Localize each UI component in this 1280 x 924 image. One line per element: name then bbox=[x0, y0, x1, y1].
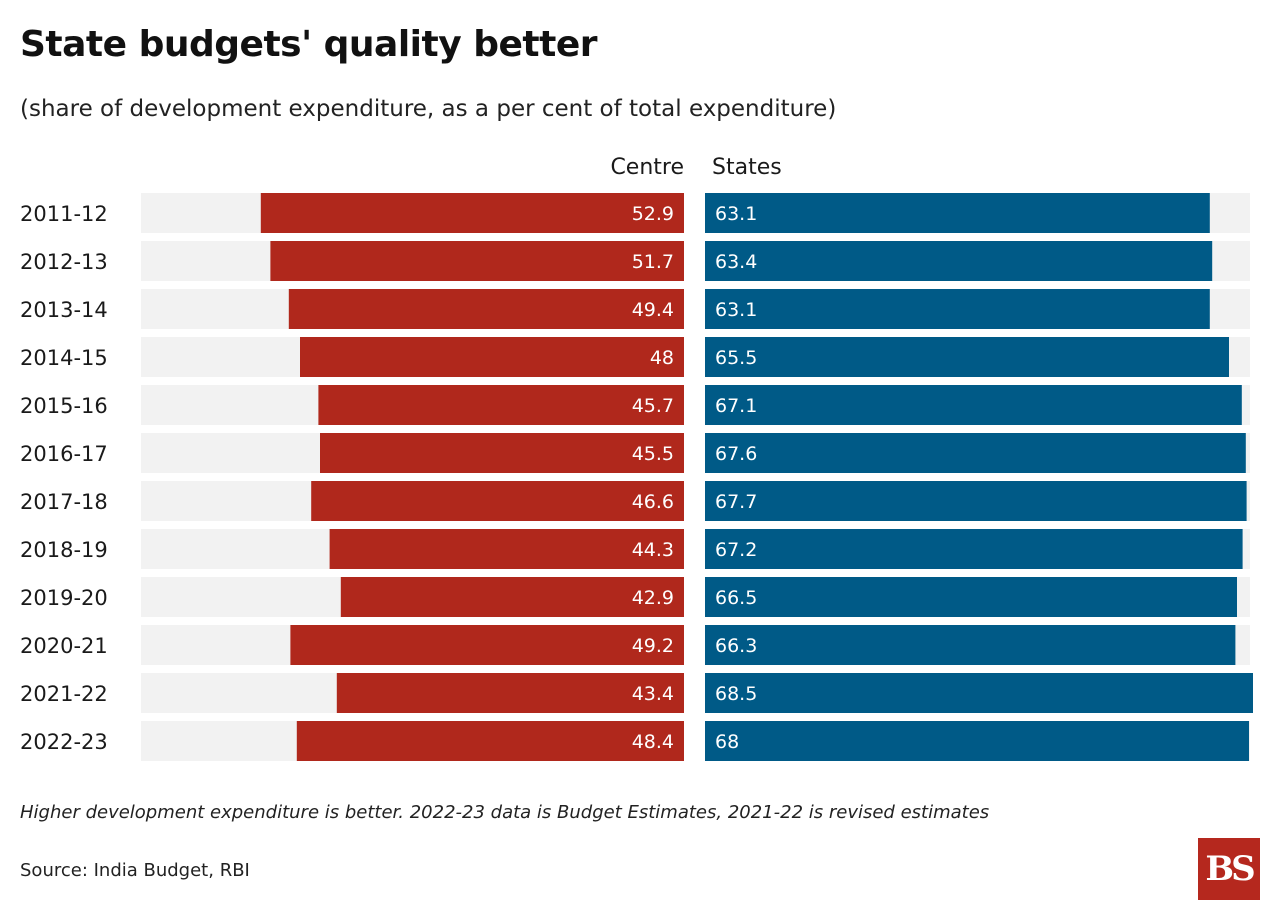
centre-bar bbox=[329, 529, 684, 569]
states-bar bbox=[705, 625, 1236, 665]
centre-value-label: 51.7 bbox=[632, 251, 674, 273]
y-tick-label: 2021-22 bbox=[20, 682, 108, 706]
centre-value-label: 45.7 bbox=[632, 395, 674, 417]
centre-bar bbox=[300, 337, 684, 377]
states-value-label: 68.5 bbox=[715, 683, 757, 705]
centre-bar bbox=[320, 433, 684, 473]
centre-bar bbox=[296, 721, 684, 761]
y-tick-label: 2019-20 bbox=[20, 586, 108, 610]
y-tick-label: 2016-17 bbox=[20, 442, 108, 466]
centre-value-label: 46.6 bbox=[632, 491, 674, 513]
centre-value-label: 49.4 bbox=[632, 299, 674, 321]
states-bar bbox=[705, 241, 1213, 281]
centre-bar bbox=[260, 193, 684, 233]
states-value-label: 63.4 bbox=[715, 251, 757, 273]
bs-logo: BS bbox=[1198, 838, 1260, 900]
centre-value-label: 48 bbox=[650, 347, 674, 369]
states-value-label: 67.6 bbox=[715, 443, 757, 465]
y-tick-label: 2020-21 bbox=[20, 634, 108, 658]
y-tick-label: 2012-13 bbox=[20, 250, 108, 274]
centre-bar bbox=[318, 385, 684, 425]
logo-text: BS bbox=[1205, 849, 1255, 889]
centre-bar bbox=[270, 241, 684, 281]
centre-value-label: 43.4 bbox=[632, 683, 674, 705]
centre-value-label: 52.9 bbox=[632, 203, 674, 225]
y-tick-label: 2018-19 bbox=[20, 538, 108, 562]
centre-bar bbox=[290, 625, 684, 665]
states-bar bbox=[705, 337, 1229, 377]
centre-value-label: 42.9 bbox=[632, 587, 674, 609]
chart-title: State budgets' quality better bbox=[20, 24, 598, 65]
states-value-label: 66.3 bbox=[715, 635, 757, 657]
y-tick-label: 2022-23 bbox=[20, 730, 108, 754]
header-centre: Centre bbox=[610, 155, 684, 180]
states-value-label: 63.1 bbox=[715, 203, 757, 225]
states-bar bbox=[705, 721, 1249, 761]
states-value-label: 65.5 bbox=[715, 347, 757, 369]
states-value-label: 63.1 bbox=[715, 299, 757, 321]
diverging-bar-chart: Centre States 2011-12 52.9 63.1 2012-13 51.7 63… bbox=[20, 155, 1253, 761]
states-bar bbox=[705, 433, 1246, 473]
states-value-label: 68 bbox=[715, 731, 739, 753]
states-bar bbox=[705, 481, 1247, 521]
states-bar bbox=[705, 289, 1210, 329]
states-bar bbox=[705, 385, 1242, 425]
centre-bar bbox=[340, 577, 684, 617]
centre-value-label: 44.3 bbox=[632, 539, 674, 561]
header-states: States bbox=[712, 155, 782, 180]
chart-subtitle: (share of development expenditure, as a … bbox=[20, 96, 837, 122]
states-bar bbox=[705, 577, 1237, 617]
states-bar bbox=[705, 529, 1243, 569]
centre-bar bbox=[288, 289, 684, 329]
y-tick-label: 2011-12 bbox=[20, 202, 108, 226]
states-value-label: 67.2 bbox=[715, 539, 757, 561]
centre-bar bbox=[311, 481, 684, 521]
y-tick-label: 2017-18 bbox=[20, 490, 108, 514]
states-value-label: 67.7 bbox=[715, 491, 757, 513]
chart-note: Higher development expenditure is better… bbox=[20, 802, 990, 823]
chart-source: Source: India Budget, RBI bbox=[20, 860, 250, 881]
states-bar bbox=[705, 193, 1210, 233]
centre-value-label: 45.5 bbox=[632, 443, 674, 465]
y-tick-label: 2014-15 bbox=[20, 346, 108, 370]
centre-bar bbox=[336, 673, 684, 713]
states-bar bbox=[705, 673, 1253, 713]
y-tick-label: 2015-16 bbox=[20, 394, 108, 418]
centre-value-label: 48.4 bbox=[632, 731, 674, 753]
y-tick-label: 2013-14 bbox=[20, 298, 108, 322]
states-value-label: 66.5 bbox=[715, 587, 757, 609]
states-value-label: 67.1 bbox=[715, 395, 757, 417]
centre-value-label: 49.2 bbox=[632, 635, 674, 657]
